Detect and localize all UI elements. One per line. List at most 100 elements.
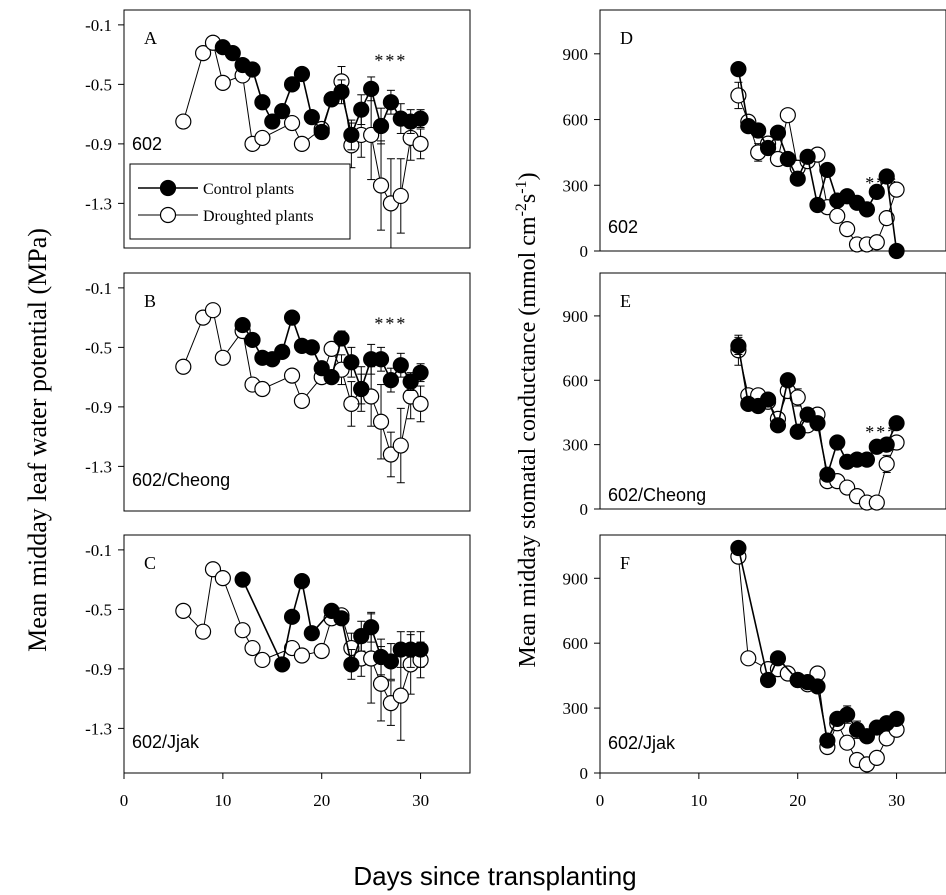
drought-point — [412, 395, 429, 412]
drought-point — [175, 602, 192, 619]
x-tick-label: 30 — [412, 791, 429, 810]
drought-point — [283, 367, 301, 384]
drought-point — [392, 687, 409, 704]
drought-point — [372, 177, 390, 194]
y-tick-label: 300 — [563, 699, 589, 718]
control-point — [224, 45, 241, 62]
y-tick-label: -1.3 — [85, 719, 112, 738]
control-point — [888, 415, 905, 432]
control-point — [382, 653, 400, 670]
significance-label: *** — [865, 173, 898, 193]
panel-frame — [123, 9, 471, 249]
drought-point — [878, 455, 895, 473]
control-point — [372, 117, 390, 135]
control-point — [343, 656, 360, 673]
control-point — [759, 671, 777, 689]
control-point — [789, 423, 806, 440]
control-point — [303, 339, 320, 356]
panel-letter: A — [144, 28, 157, 48]
panel-frame — [123, 272, 471, 512]
control-point — [888, 242, 905, 260]
control-point — [274, 343, 291, 360]
panel-letter: C — [144, 553, 156, 573]
panel-frame — [599, 534, 946, 774]
panel-c: -0.1 -0.5 -0.9 -1.3 0 10 20 30 C 602/Jjak — [85, 534, 471, 810]
y-tick-label: 0 — [580, 764, 589, 783]
drought-series-line — [737, 95, 898, 245]
control-point — [254, 94, 271, 111]
drought-point — [254, 380, 271, 398]
legend-control-label: Control plants — [203, 181, 294, 198]
drought-point — [868, 494, 885, 511]
panel-e: 0 300 600 900 E 602/Cheong *** — [563, 272, 946, 519]
panel-label: 602/Jjak — [608, 733, 676, 753]
drought-point — [839, 734, 856, 751]
right-y-title-sup2: -1 — [513, 180, 530, 193]
control-point — [274, 656, 291, 673]
y-tick-label: 600 — [563, 634, 589, 653]
y-tick-label: 600 — [563, 111, 589, 130]
y-tick-label: -0.5 — [85, 75, 112, 94]
control-point — [244, 331, 261, 349]
x-tick-label: 10 — [214, 791, 231, 810]
y-tick-label: -0.1 — [85, 541, 112, 560]
right-y-axis-title: Mean midday stomatal conductance (mmol c… — [513, 172, 541, 667]
control-point — [392, 357, 409, 374]
control-point — [283, 309, 301, 326]
y-tick-label: 300 — [563, 436, 589, 455]
right-y-title-main: Mean midday stomatal conductance (mmol c… — [515, 216, 541, 668]
significance-label: *** — [374, 51, 407, 71]
drought-point — [283, 114, 301, 132]
drought-point — [868, 749, 885, 766]
drought-point — [372, 413, 390, 430]
drought-point — [343, 395, 360, 412]
y-tick-label: -0.1 — [85, 16, 112, 35]
y-tick-label: -1.3 — [85, 194, 112, 213]
panel-frame — [599, 272, 946, 510]
panel-letter: D — [620, 28, 633, 48]
control-point — [333, 330, 350, 347]
significance-label: *** — [374, 314, 407, 334]
drought-point — [412, 135, 429, 152]
drought-point — [313, 642, 330, 660]
drought-point — [214, 349, 231, 366]
panel-d: 0 300 600 900 D 602 *** — [563, 9, 946, 261]
y-tick-label: -0.5 — [85, 338, 112, 357]
control-point — [809, 415, 826, 432]
panel-f: 0 300 600 900 0 10 20 30 F 602/Jjak — [563, 534, 946, 810]
panel-label: 602/Jjak — [132, 732, 200, 752]
drought-point — [234, 622, 251, 639]
control-point — [363, 619, 380, 636]
legend-control-marker — [159, 179, 177, 197]
control-point — [769, 124, 787, 141]
panel-b: -0.1 -0.5 -0.9 -1.3 B 602/Cheong *** — [85, 272, 471, 512]
x-tick-label: 30 — [888, 791, 905, 810]
control-point — [353, 101, 370, 118]
drought-point — [868, 234, 885, 251]
panel-letter: F — [620, 553, 630, 573]
legend-box — [129, 163, 351, 240]
drought-point — [392, 437, 409, 454]
x-axis-title: Days since transplanting — [353, 861, 636, 891]
control-point — [819, 161, 836, 179]
y-tick-label: -0.5 — [85, 600, 112, 619]
panels: -0.1 -0.5 -0.9 -1.3 A 602 *** -0.1 -0.5 -0.9 -1.3 B… — [85, 9, 946, 810]
control-point — [382, 372, 400, 389]
x-tick-label: 10 — [690, 791, 707, 810]
drought-point — [829, 207, 846, 225]
control-point — [274, 103, 291, 120]
control-point — [839, 706, 856, 723]
y-tick-label: -0.9 — [85, 660, 112, 679]
drought-point — [293, 647, 311, 664]
control-point — [868, 183, 885, 200]
control-point — [878, 168, 895, 185]
control-point — [283, 76, 301, 93]
drought-point — [175, 113, 192, 130]
x-tick-label: 0 — [120, 791, 129, 810]
control-point — [829, 434, 846, 451]
panel-label: 602/Cheong — [608, 485, 706, 505]
y-tick-label: -1.3 — [85, 457, 112, 476]
control-point — [323, 369, 340, 386]
y-tick-label: -0.9 — [85, 398, 112, 417]
